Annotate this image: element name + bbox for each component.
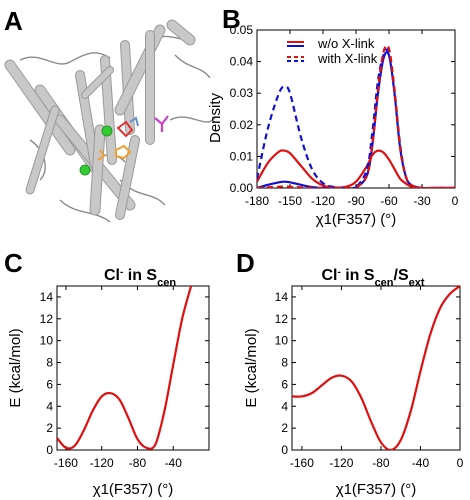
x-tick-label: -150 [278, 194, 302, 208]
x-tick-label: -120 [329, 456, 353, 470]
residue-orange-icon [115, 144, 132, 160]
x-tick-label: -40 [412, 456, 430, 470]
protein-helix-face [5, 60, 75, 155]
protein-structure-image [4, 19, 216, 223]
panel-c-x-ticks: -160 -120 -80 -40 [54, 286, 182, 470]
y-tick-label: 6 [46, 377, 53, 391]
x-tick-label: -120 [311, 194, 335, 208]
x-tick-label: -80 [372, 456, 390, 470]
protein-loop [174, 54, 211, 79]
panel-b-chart: 0.00 0.01 0.02 0.03 0.04 0.05 -180 -150 -120 -90… [207, 23, 459, 228]
series-line-c-0 [57, 286, 193, 450]
protein-loop [169, 116, 216, 123]
protein-loop [59, 199, 111, 223]
x-tick-label: -40 [165, 456, 183, 470]
y-tick-label: 12 [275, 312, 289, 326]
y-tick-label: 12 [40, 312, 54, 326]
y-tick-label: 14 [275, 290, 289, 304]
residue-orange-icon-2 [97, 149, 106, 161]
y-tick-label: 0.04 [230, 55, 254, 69]
y-tick-label: 0 [281, 443, 288, 457]
residue-blue-icon [129, 116, 139, 127]
panel-d-x-ticks: -160 -120 -80 -40 0 [290, 286, 464, 470]
protein-loop [29, 139, 46, 181]
protein-helix-face [26, 106, 59, 194]
panel-b-y-label: Density [207, 92, 224, 143]
panel-c-y-ticks: 0 2 4 6 8 10 12 14 [40, 290, 209, 457]
panel-d-frame [291, 285, 461, 451]
panel-d-letter: D [236, 248, 255, 278]
series-line-b-2 [257, 48, 455, 188]
x-tick-label: 0 [452, 194, 459, 208]
x-tick-label: -120 [90, 456, 114, 470]
panel-d-chart: 0 2 4 6 8 10 12 14 -160 -120 -80 -40 0 E (kcal/mol)… [243, 285, 464, 498]
chloride-ion-icon-2 [79, 164, 91, 176]
legend-label-with: with X-link [317, 51, 378, 66]
y-tick-label: 2 [281, 421, 288, 435]
y-tick-label: 0.02 [230, 118, 254, 132]
y-tick-label: 10 [275, 334, 289, 348]
y-tick-label: 14 [40, 290, 54, 304]
y-tick-label: 0.00 [230, 181, 254, 195]
panel-b-series [257, 44, 455, 188]
protein-helix-face [116, 136, 139, 219]
panel-c-series [57, 286, 193, 450]
y-tick-label: 0.01 [230, 149, 254, 163]
panel-c-y-label: E (kcal/mol) [7, 328, 24, 407]
panel-d-y-ticks: 0 2 4 6 8 10 12 14 [275, 290, 460, 457]
panel-b-letter: B [222, 4, 241, 34]
x-tick-label: -80 [129, 456, 147, 470]
y-tick-label: 2 [46, 421, 53, 435]
panel-c-letter: C [4, 248, 23, 278]
protein-helix-face [82, 67, 113, 98]
panel-b-x-ticks: -180 -150 -120 -90 -60 -30 0 [245, 30, 459, 208]
protein-loop [19, 52, 111, 65]
y-tick-label: 4 [46, 399, 53, 413]
panel-d-y-label: E (kcal/mol) [243, 328, 260, 407]
x-tick-label: -60 [380, 194, 398, 208]
panel-c-frame [56, 285, 210, 451]
y-tick-label: 10 [40, 334, 54, 348]
panel-b-legend: w/o X-link with X-link [287, 36, 378, 66]
panel-d-x-label: χ1(F357) (°) [336, 481, 417, 498]
panel-b-y-ticks: 0.00 0.01 0.02 0.03 0.04 0.05 [230, 23, 455, 195]
y-tick-label: 6 [281, 377, 288, 391]
residue-magenta-icon [154, 115, 169, 132]
x-tick-label: 0 [457, 456, 464, 470]
panel-b-x-label: χ1(F357) (°) [316, 211, 397, 228]
y-tick-label: 0 [46, 443, 53, 457]
x-tick-label: -180 [245, 194, 269, 208]
protein-helix-face [167, 20, 195, 45]
series-line-b-3 [257, 44, 455, 188]
legend-label-wo: w/o X-link [317, 36, 375, 51]
series-line-d-0 [292, 286, 460, 450]
x-tick-label: -160 [54, 456, 78, 470]
x-tick-label: -160 [290, 456, 314, 470]
residue-red-icon [116, 120, 134, 138]
series-line-b-0 [257, 50, 455, 188]
y-tick-label: 8 [281, 356, 288, 370]
panel-c-x-label: χ1(F357) (°) [93, 481, 174, 498]
x-tick-label: -30 [413, 194, 431, 208]
y-tick-label: 4 [281, 399, 288, 413]
panel-d-series [292, 286, 460, 450]
chloride-ion-icon [101, 125, 113, 137]
protein-helix-face [90, 125, 105, 215]
panel-a-letter: A [4, 6, 23, 36]
y-tick-label: 0.05 [230, 23, 254, 37]
x-tick-label: -90 [347, 194, 365, 208]
y-tick-label: 8 [46, 356, 53, 370]
protein-helix-face [76, 71, 99, 169]
y-tick-label: 0.03 [230, 86, 254, 100]
